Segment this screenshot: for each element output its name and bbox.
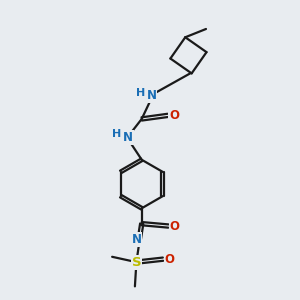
Text: O: O [164,253,175,266]
Text: O: O [169,109,179,122]
Text: H: H [112,129,121,139]
Text: N: N [146,89,157,102]
Text: S: S [132,256,141,268]
Text: N: N [131,233,141,246]
Text: N: N [123,131,133,144]
Text: O: O [170,220,180,232]
Text: H: H [136,88,145,98]
